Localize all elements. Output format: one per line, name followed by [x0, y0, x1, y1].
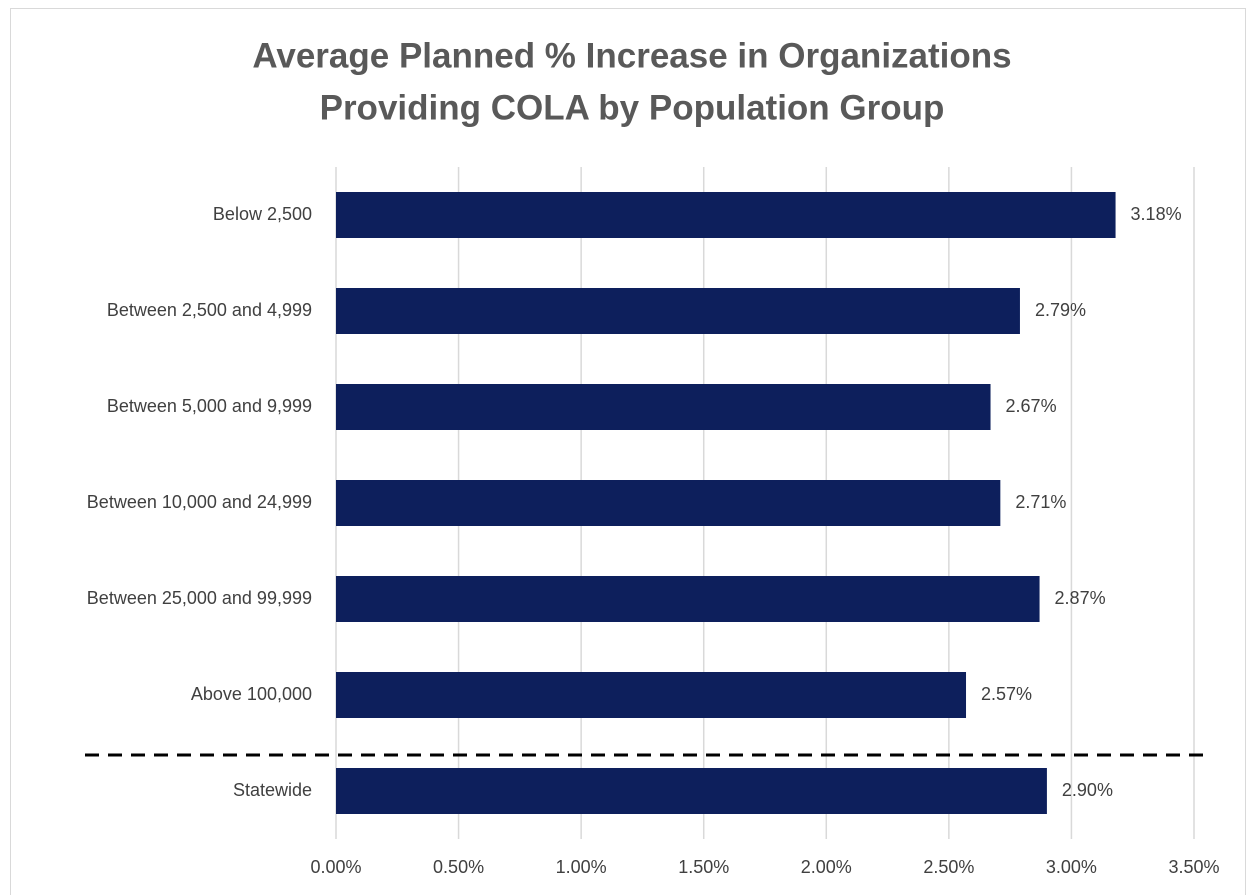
bar — [336, 672, 967, 718]
bar — [336, 192, 1116, 238]
x-tick-label: 1.50% — [678, 857, 729, 877]
bar — [336, 384, 991, 430]
x-tick-label: 3.00% — [1046, 857, 1097, 877]
x-tick-label: 2.50% — [923, 857, 974, 877]
bar — [336, 288, 1020, 334]
chart-frame — [10, 8, 1246, 895]
bar — [336, 768, 1047, 814]
y-tick-label: Below 2,500 — [213, 204, 312, 224]
data-label: 2.87% — [1055, 588, 1106, 608]
y-tick-label: Between 2,500 and 4,999 — [107, 300, 312, 320]
y-tick-label: Between 25,000 and 99,999 — [87, 588, 312, 608]
data-label: 2.90% — [1062, 780, 1113, 800]
x-tick-label: 3.50% — [1168, 857, 1219, 877]
x-tick-label: 1.00% — [556, 857, 607, 877]
x-tick-label: 0.00% — [310, 857, 361, 877]
y-tick-label: Between 5,000 and 9,999 — [107, 396, 312, 416]
y-tick-label: Between 10,000 and 24,999 — [87, 492, 312, 512]
y-tick-label: Statewide — [233, 780, 312, 800]
bar — [336, 576, 1040, 622]
data-label: 3.18% — [1131, 204, 1182, 224]
chart-title: Average Planned % Increase in Organizati… — [252, 36, 1011, 75]
data-label: 2.71% — [1015, 492, 1066, 512]
x-tick-label: 2.00% — [801, 857, 852, 877]
x-tick-label: 0.50% — [433, 857, 484, 877]
y-tick-label: Above 100,000 — [191, 684, 312, 704]
bar — [336, 480, 1001, 526]
data-label: 2.79% — [1035, 300, 1086, 320]
chart-title: Providing COLA by Population Group — [320, 88, 945, 127]
data-label: 2.67% — [1006, 396, 1057, 416]
data-label: 2.57% — [981, 684, 1032, 704]
